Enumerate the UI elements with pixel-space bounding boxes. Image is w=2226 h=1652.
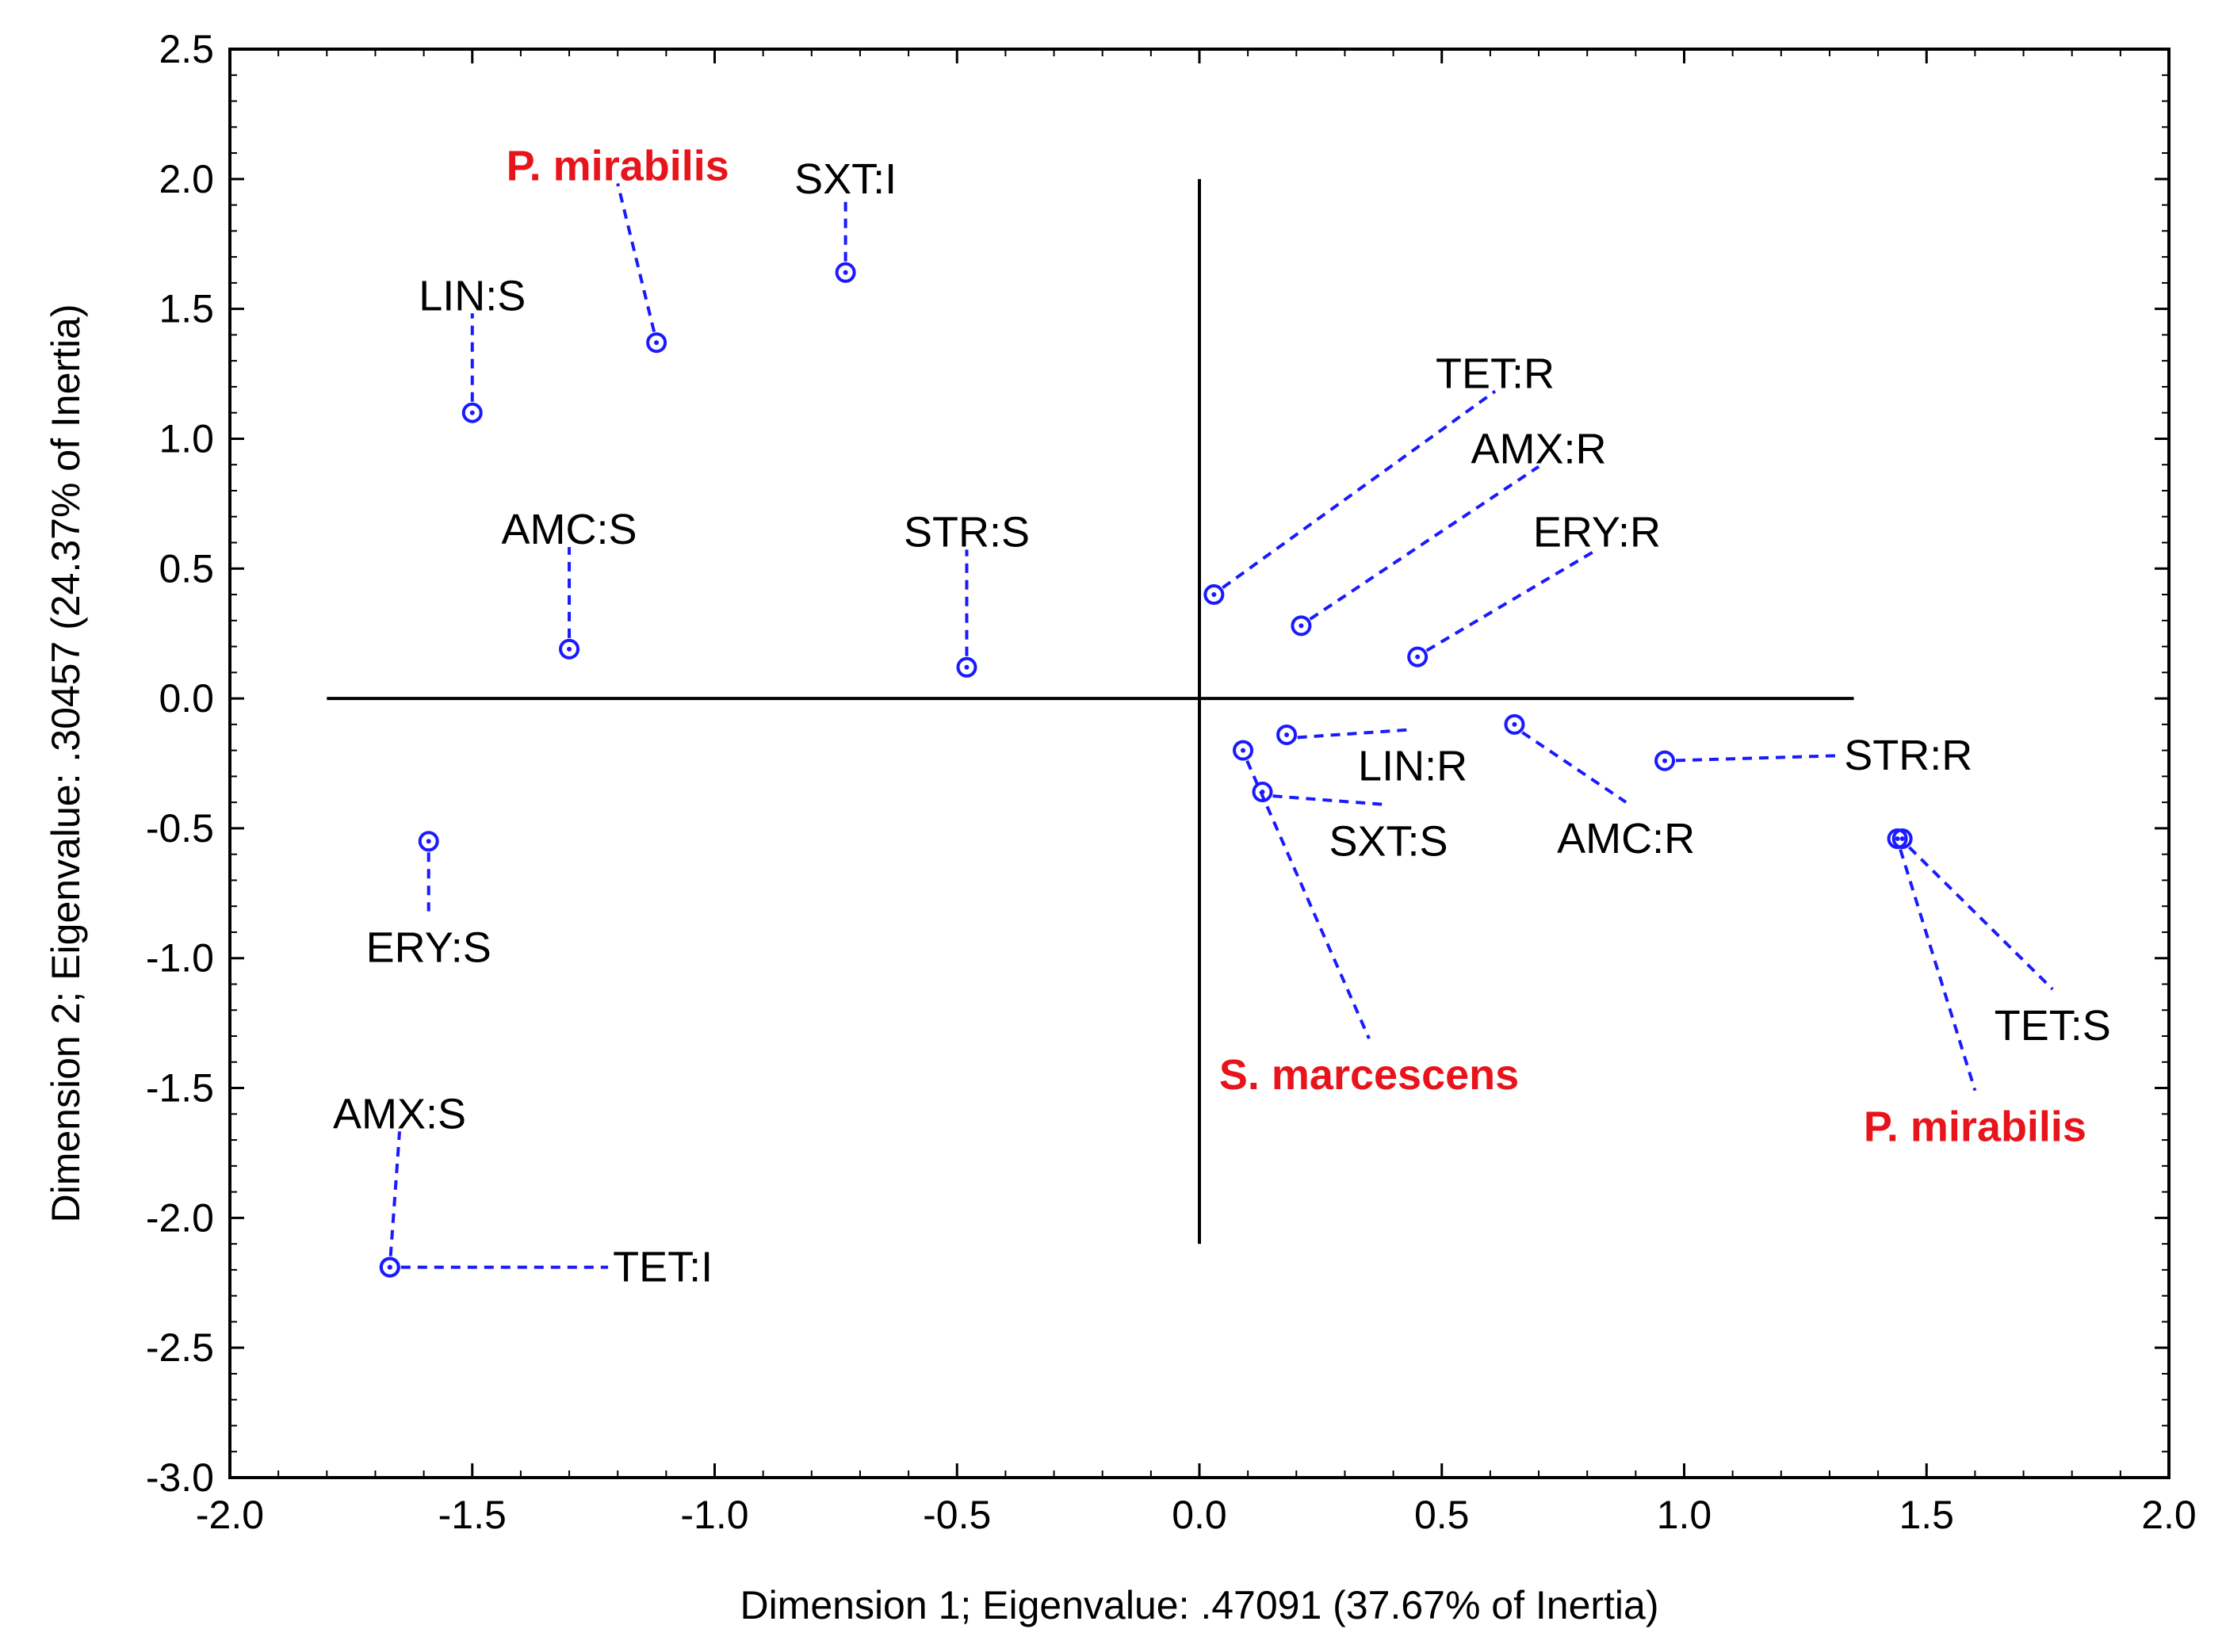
x-axis-title: Dimension 1; Eigenvalue: .47091 (37.67% … <box>740 1583 1658 1627</box>
data-label: TET:I <box>613 1244 713 1291</box>
data-label: SXT:S <box>1329 817 1448 865</box>
data-label: TET:S <box>1995 1002 2111 1050</box>
leader-line <box>1521 731 1627 804</box>
data-point-center <box>567 646 572 652</box>
data-point <box>461 402 483 423</box>
y-axis-title: Dimension 2; Eigenvalue: .30457 (24.37% … <box>44 304 88 1222</box>
data-point <box>1233 740 1254 761</box>
data-point-center <box>469 410 475 415</box>
data-point-center <box>1260 790 1265 795</box>
data-point <box>1203 584 1225 606</box>
data-point <box>1276 724 1298 745</box>
y-tick-label: -3.0 <box>146 1455 214 1500</box>
data-point <box>956 656 977 678</box>
leader-line <box>1908 846 2054 991</box>
data-point-center <box>1298 623 1304 629</box>
data-point <box>418 831 439 852</box>
data-point <box>1654 750 1676 771</box>
leader-line <box>1675 754 1840 763</box>
data-point-center <box>1284 732 1290 737</box>
data-point-center <box>1211 592 1217 598</box>
data-point <box>1252 782 1273 803</box>
data-point <box>1504 713 1525 735</box>
leader-line <box>616 182 656 333</box>
y-tick-label: 0.0 <box>159 676 214 721</box>
axis-ticks: -2.0 -1.5 -1.0 -0.5 0.0 0.5 1.0 1.5 2.0 2.5 2.0 1.5… <box>146 27 2197 1537</box>
leader-line <box>1297 728 1413 740</box>
x-tick-label: -1.0 <box>680 1493 748 1537</box>
data-point <box>1887 828 1908 850</box>
leader-line <box>1309 465 1540 621</box>
data-point-center <box>843 270 848 275</box>
y-tick-label: -2.0 <box>146 1195 214 1240</box>
y-tick-label: 0.5 <box>159 546 214 591</box>
data-label: ERY:R <box>1533 508 1661 556</box>
leader-line <box>1272 794 1389 807</box>
x-tick-label: 1.0 <box>1657 1493 1712 1537</box>
data-point <box>646 332 667 354</box>
y-tick-label: -1.5 <box>146 1066 214 1111</box>
data-label: LIN:R <box>1358 742 1467 790</box>
data-point <box>379 1256 400 1278</box>
data-label: STR:S <box>904 508 1030 556</box>
data-label: STR:R <box>1844 732 1972 779</box>
data-point-center <box>1895 836 1900 842</box>
data-label: SXT:I <box>794 155 897 203</box>
data-label: AMC:S <box>502 506 637 553</box>
y-tick-label: -0.5 <box>146 806 214 851</box>
data-point <box>835 262 856 283</box>
leader-line <box>388 1131 402 1256</box>
data-label: AMX:S <box>333 1090 466 1138</box>
y-tick-label: 2.5 <box>159 27 214 71</box>
data-point-center <box>387 1264 392 1270</box>
leader-line <box>1222 389 1497 590</box>
data-points <box>379 262 1913 1278</box>
data-point <box>1291 615 1312 637</box>
data-point-center <box>1415 654 1421 660</box>
x-tick-label: 1.5 <box>1899 1493 1954 1537</box>
data-point-center <box>1512 721 1517 727</box>
x-tick-label: -2.0 <box>196 1493 264 1537</box>
reference-lines <box>327 178 1854 1245</box>
data-label: S. marcescens <box>1219 1051 1519 1099</box>
data-point-center <box>1662 758 1668 763</box>
x-tick-label: 0.5 <box>1414 1493 1470 1537</box>
y-tick-label: 2.0 <box>159 157 214 201</box>
data-label: AMX:R <box>1471 426 1607 473</box>
x-tick-label: -1.5 <box>438 1493 507 1537</box>
data-label: ERY:S <box>366 924 491 972</box>
x-tick-label: -0.5 <box>923 1493 991 1537</box>
data-point-center <box>1899 836 1905 842</box>
leader-lines <box>388 182 2054 1269</box>
y-tick-label: 1.0 <box>159 416 214 461</box>
y-tick-label: 1.5 <box>159 287 214 331</box>
leader-line <box>1245 759 1371 1039</box>
x-tick-label: 2.0 <box>2141 1493 2197 1537</box>
data-point <box>559 638 580 660</box>
x-tick-label: 0.0 <box>1172 1493 1227 1537</box>
data-labels: P. mirabilis SXT:I LIN:S AMC:S STR:S ERY:S AMX… <box>333 142 2111 1291</box>
data-point-center <box>1241 748 1246 753</box>
leader-line <box>1899 848 1977 1092</box>
y-tick-label: -1.0 <box>146 936 214 981</box>
data-point-center <box>964 664 970 670</box>
data-point-center <box>654 340 660 346</box>
data-label: TET:R <box>1436 350 1555 398</box>
data-label: LIN:S <box>419 272 526 319</box>
data-label: P. mirabilis <box>1864 1103 2086 1151</box>
data-label: P. mirabilis <box>507 142 729 189</box>
data-label: AMC:R <box>1557 815 1695 862</box>
data-point <box>1407 646 1429 667</box>
y-tick-label: -2.5 <box>146 1325 214 1370</box>
data-point-center <box>426 839 431 844</box>
